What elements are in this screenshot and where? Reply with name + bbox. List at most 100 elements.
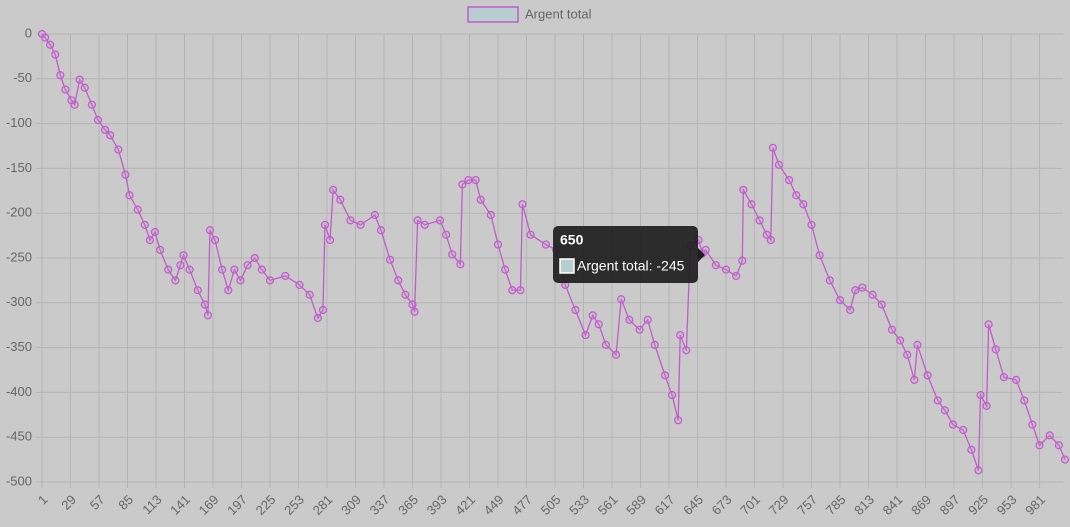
x-tick-label: 141	[167, 492, 193, 518]
data-point	[1020, 396, 1029, 405]
data-point	[93, 115, 103, 125]
data-point	[650, 340, 659, 350]
data-point	[133, 205, 142, 214]
data-point	[967, 445, 976, 454]
data-point	[508, 286, 517, 295]
data-point	[755, 216, 764, 225]
x-tick-label: 925	[965, 492, 991, 518]
data-point	[1060, 455, 1070, 464]
data-point	[51, 50, 60, 59]
x-tick-label: 393	[424, 492, 450, 518]
data-point	[164, 265, 173, 274]
data-point	[999, 373, 1009, 382]
x-tick-label: 85	[115, 492, 136, 513]
data-point	[313, 313, 322, 323]
data-point	[346, 216, 355, 225]
legend-label: Argent total	[525, 6, 592, 21]
data-point	[250, 253, 259, 263]
data-point	[370, 210, 379, 220]
data-point	[910, 375, 919, 384]
y-tick-label: -100	[6, 115, 32, 130]
data-point	[230, 265, 239, 274]
data-point	[815, 251, 824, 260]
data-point	[676, 330, 685, 340]
x-tick-label: 953	[994, 492, 1020, 518]
tooltip: 650 Argent total: -245	[553, 226, 705, 283]
data-point	[762, 230, 771, 239]
data-point	[739, 185, 748, 195]
x-tick-label: 337	[367, 492, 393, 518]
data-point	[171, 276, 180, 285]
x-tick-label: 505	[538, 492, 564, 518]
data-point	[70, 100, 79, 109]
data-point	[356, 220, 365, 229]
data-point	[121, 170, 130, 179]
data-point	[825, 276, 834, 285]
data-point	[224, 286, 233, 295]
data-point	[1012, 375, 1021, 384]
data-point	[456, 260, 465, 269]
data-point	[125, 191, 134, 200]
x-tick-label: 29	[58, 492, 79, 513]
data-point	[516, 286, 525, 295]
data-point	[493, 240, 503, 249]
data-point	[236, 276, 245, 285]
data-point	[394, 276, 403, 285]
data-point	[401, 290, 410, 299]
data-point	[40, 33, 50, 42]
y-tick-label: 0	[25, 25, 32, 40]
data-point	[887, 325, 897, 334]
data-point	[80, 83, 89, 92]
data-point	[768, 143, 777, 152]
x-tick-label: 729	[766, 492, 792, 518]
x-tick-label: 757	[794, 492, 820, 518]
data-point	[877, 300, 886, 309]
data-point	[210, 235, 220, 245]
data-point	[868, 290, 877, 299]
data-point	[923, 371, 932, 380]
data-point	[858, 283, 867, 292]
data-point	[711, 261, 720, 270]
x-tick-label: 701	[737, 492, 763, 518]
x-tick-label: 869	[908, 492, 934, 518]
data-point	[243, 261, 252, 270]
data-point	[101, 125, 110, 134]
x-tick-label: 57	[87, 492, 108, 513]
data-point	[1045, 431, 1054, 440]
data-point	[518, 200, 527, 209]
data-point	[682, 346, 691, 355]
data-point	[87, 100, 96, 109]
data-point	[667, 390, 677, 400]
tooltip-box	[553, 226, 698, 283]
data-point	[193, 286, 202, 295]
legend-swatch	[467, 6, 519, 23]
data-point	[336, 195, 345, 204]
data-point	[114, 145, 123, 154]
legend[interactable]: Argent total	[467, 6, 592, 23]
data-point	[458, 180, 467, 189]
data-point	[701, 245, 710, 255]
data-point	[792, 191, 801, 200]
data-point	[413, 216, 422, 225]
data-point	[766, 235, 775, 245]
x-tick-label: 197	[224, 492, 250, 518]
data-point	[948, 420, 958, 429]
data-point	[386, 255, 395, 264]
data-point	[420, 220, 429, 229]
y-tick-label: -250	[6, 249, 32, 264]
data-point	[318, 305, 328, 315]
data-point	[738, 256, 747, 265]
data-point	[846, 305, 855, 315]
x-tick-label: 309	[338, 492, 364, 518]
data-point	[140, 220, 149, 229]
data-point	[200, 300, 209, 309]
data-point	[61, 85, 70, 94]
data-point	[325, 235, 335, 245]
tooltip-label: Argent total: -245	[577, 258, 685, 274]
data-point	[674, 416, 683, 425]
data-point	[974, 466, 983, 475]
x-tick-label: 589	[623, 492, 649, 518]
data-point	[305, 290, 314, 299]
data-point	[155, 245, 165, 255]
data-point	[408, 300, 417, 309]
